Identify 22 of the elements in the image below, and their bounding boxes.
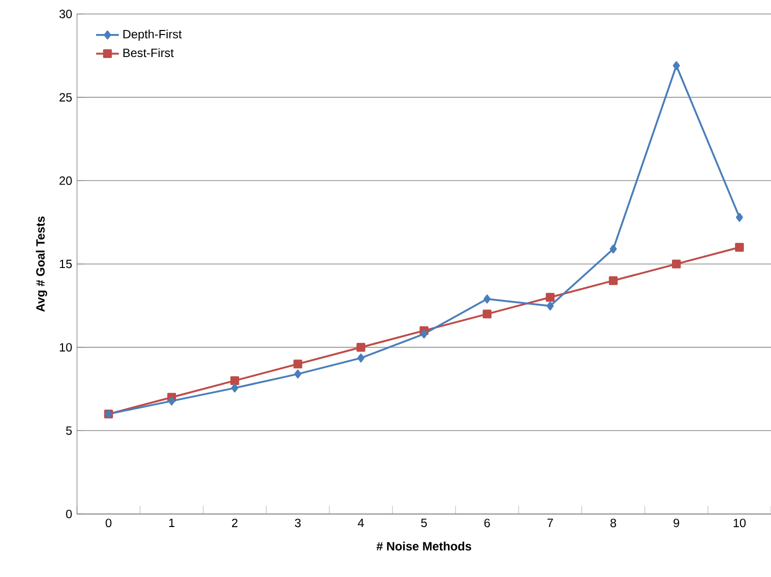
x-tick-label: 5 [421,518,427,528]
y-tick-label: 0 [66,510,72,518]
x-tick-label: 2 [232,518,238,528]
y-tick-label: 25 [60,93,72,102]
y-tick-label: 15 [60,260,72,268]
legend-label: Depth-First [123,30,182,41]
x-tick-label: 1 [169,518,174,527]
y-axis-title: Avg # Goal Tests [36,216,48,312]
x-tick-label: 0 [106,518,112,528]
x-tick-label: 4 [358,518,364,527]
x-tick-label: 9 [674,518,680,528]
y-tick-label: 5 [66,426,72,435]
y-tick-label: 10 [60,343,72,352]
x-axis-title: # Noise Methods [376,542,472,550]
x-tick-label: 8 [610,518,616,528]
y-tick-label: 30 [59,10,72,18]
x-tick-label: 3 [294,518,301,528]
x-tick-label: 6 [484,518,490,528]
y-tick-label: 20 [60,176,72,185]
x-tick-label: 10 [734,518,746,528]
x-tick-label: 7 [547,518,553,527]
legend-label: Best-First [123,48,174,58]
